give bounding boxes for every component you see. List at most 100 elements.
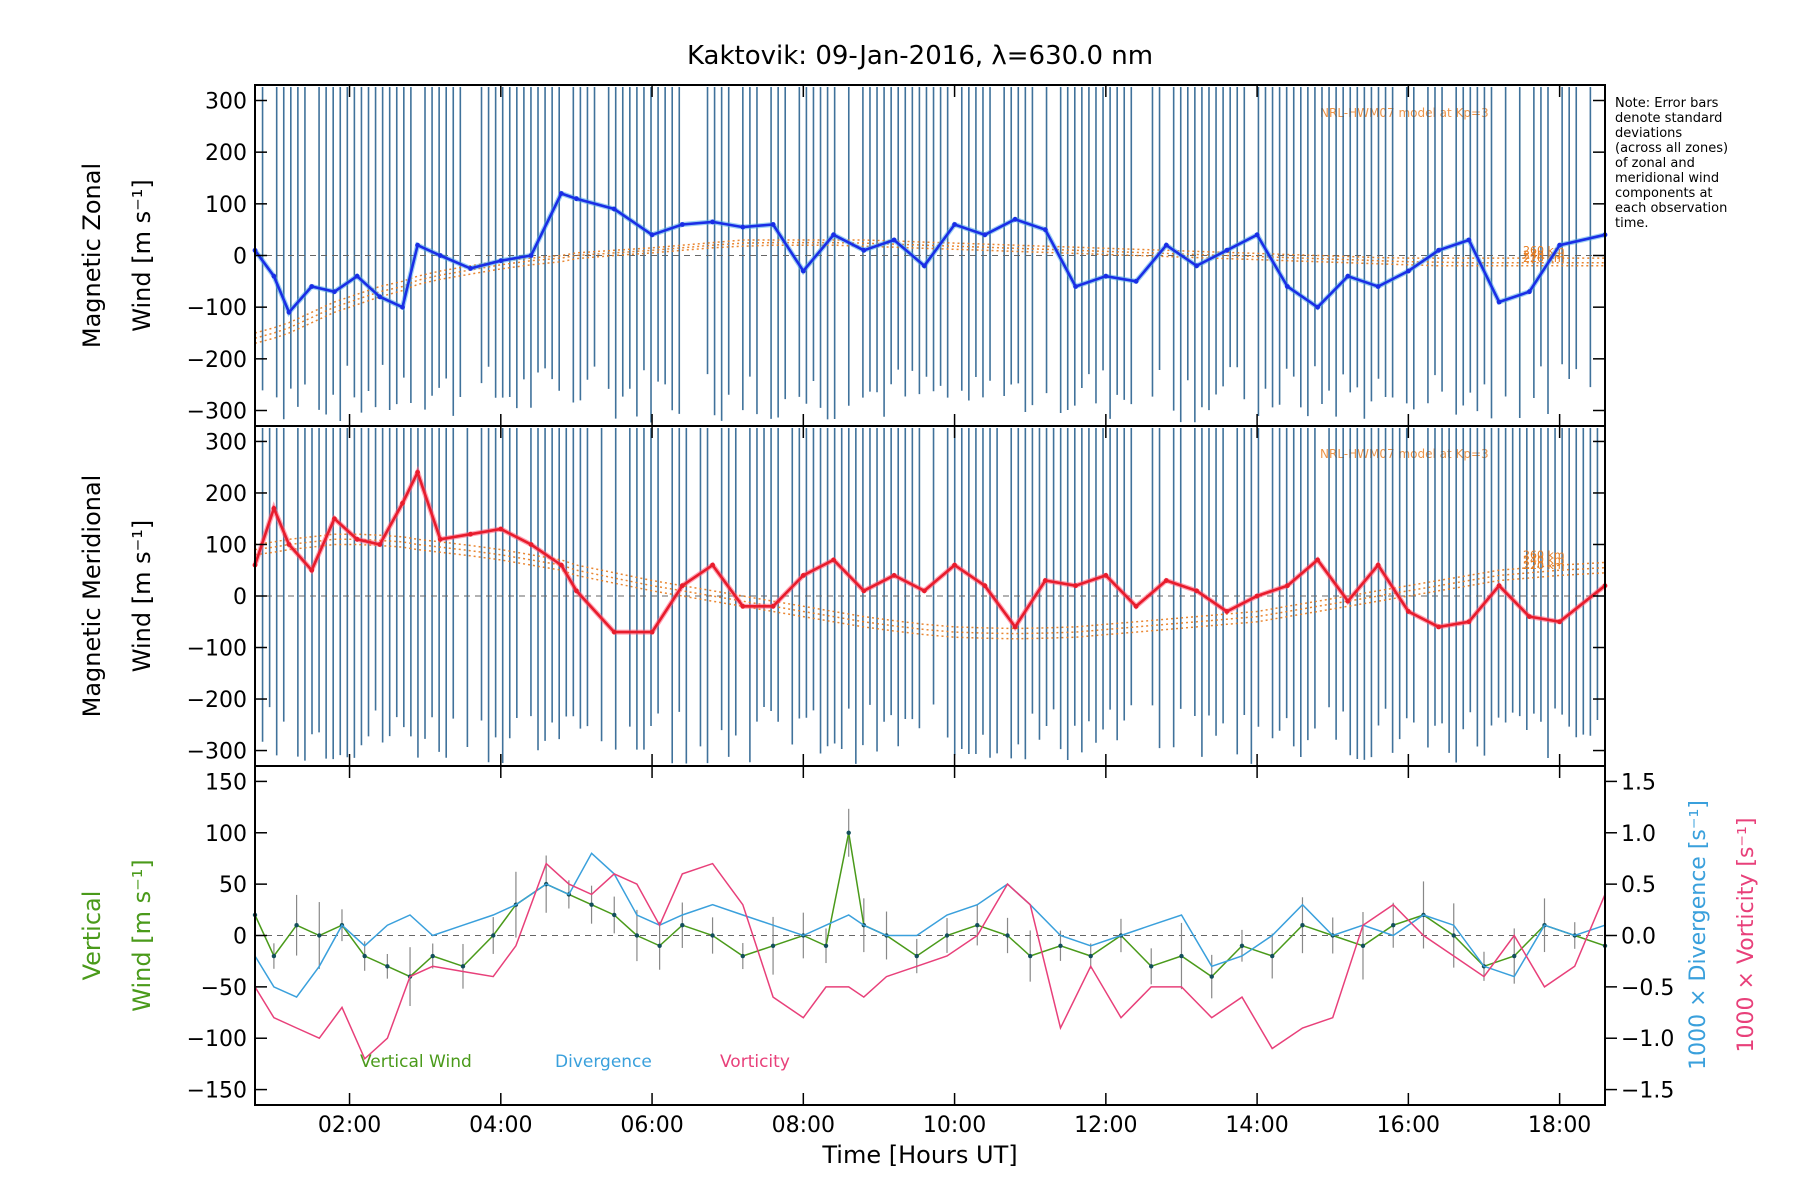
data-point — [649, 232, 655, 238]
y-axis-label-line-1: Magnetic Meridional — [78, 475, 106, 718]
data-point — [1557, 619, 1563, 625]
note-line-6: meridional wind — [1615, 171, 1719, 186]
model-curve-240km — [254, 538, 1606, 635]
y-axis-label-line-2: Wind [m s⁻¹] — [128, 179, 156, 331]
vertical-data-point — [1058, 943, 1063, 948]
data-point — [952, 562, 957, 568]
data-point — [770, 222, 776, 227]
data-point — [1284, 284, 1290, 289]
vertical-data-point — [294, 923, 299, 928]
y-tick-label: 300 — [205, 430, 247, 455]
data-point — [498, 526, 504, 532]
vertical-data-point — [740, 953, 746, 959]
vertical-data-point — [1391, 923, 1396, 928]
vertical-data-point — [1360, 943, 1366, 948]
vertical-error-bars — [254, 808, 1606, 1007]
vertical-data-point — [1209, 974, 1214, 979]
data-point — [558, 191, 564, 196]
data-point — [1466, 619, 1472, 625]
data-point — [437, 253, 443, 258]
model-curve-260km — [254, 533, 1606, 630]
series-line-shadow — [252, 465, 1607, 635]
data-point — [309, 567, 315, 573]
data-point — [1436, 624, 1442, 630]
vertical-data-point — [1512, 953, 1517, 959]
data-point — [1526, 614, 1532, 620]
right-tick-label: −0.5 — [1621, 976, 1674, 1001]
x-tick-label: 10:00 — [923, 1113, 986, 1138]
data-point — [1042, 578, 1048, 583]
vertical-data-point — [846, 830, 851, 835]
data-point — [377, 542, 383, 547]
series-line-meridional — [253, 468, 1606, 634]
vertical-data-point — [770, 943, 776, 948]
data-point — [286, 542, 292, 547]
y-tick-label: 150 — [205, 770, 247, 795]
x-tick-label: 12:00 — [1074, 1113, 1137, 1138]
data-point — [1466, 237, 1472, 243]
data-point — [982, 232, 988, 238]
data-point — [354, 536, 360, 542]
data-point — [710, 219, 715, 225]
data-point — [498, 258, 504, 264]
right-tick-label: 0.5 — [1621, 873, 1656, 898]
vertical-data-point — [1005, 933, 1010, 938]
data-point — [800, 268, 806, 274]
vertical-data-point — [680, 923, 685, 928]
model-altitude-label: 260 km — [1523, 549, 1565, 562]
data-point — [468, 266, 473, 271]
y-tick-label: −300 — [187, 400, 247, 425]
data-point — [400, 500, 405, 506]
data-point — [861, 247, 867, 253]
legend-vorticity: Vorticity — [720, 1052, 790, 1072]
panel-vertical: Vertical Wind Divergence Vorticity 1.5 1.0 0.… — [78, 765, 1759, 1138]
right-axis-label-divergence: 1000 × Divergence [s⁻¹] — [1686, 800, 1711, 1070]
data-point — [271, 273, 277, 279]
data-point — [740, 603, 746, 609]
data-point — [1496, 583, 1502, 589]
model-altitude-label: 240 km — [1523, 554, 1565, 567]
x-tick-label: 04:00 — [469, 1113, 532, 1138]
y-tick-label: −200 — [187, 348, 247, 373]
vertical-data-point — [430, 953, 435, 959]
x-tick-label: 02:00 — [318, 1113, 381, 1138]
data-point — [952, 222, 957, 227]
data-point — [1073, 284, 1078, 289]
series-line-divergence — [254, 852, 1606, 999]
data-point — [649, 629, 655, 635]
vertical-data-point — [460, 964, 466, 969]
data-point — [831, 557, 836, 563]
data-point — [1405, 268, 1411, 274]
note-line-9: time. — [1615, 216, 1649, 231]
model-altitude-label: 220 km — [1523, 559, 1565, 572]
data-point — [679, 222, 685, 227]
vertical-data-point — [362, 953, 367, 959]
data-point — [332, 289, 337, 295]
data-point — [921, 588, 927, 594]
series-line-vorticity — [254, 862, 1606, 1061]
y-axis-label-line-2: Wind [m s⁻¹] — [128, 859, 156, 1011]
data-point — [861, 588, 867, 594]
vertical-data-point — [634, 933, 640, 938]
vertical-data-point — [1270, 953, 1275, 959]
data-point — [286, 309, 292, 315]
legend-vertical-wind: Vertical Wind — [360, 1052, 472, 1072]
vertical-data-point — [1088, 953, 1093, 959]
x-tick-label: 18:00 — [1528, 1113, 1591, 1138]
vertical-data-point — [491, 933, 496, 938]
model-curve-260km — [254, 239, 1605, 334]
data-point — [1345, 273, 1351, 279]
data-point — [740, 224, 746, 230]
data-point — [332, 516, 337, 522]
y-tick-label: 200 — [205, 482, 247, 507]
y-tick-label: 200 — [205, 141, 247, 166]
data-point — [574, 588, 579, 594]
y-tick-label: −100 — [187, 296, 247, 321]
y-tick-label: −300 — [187, 740, 247, 765]
y-tick-label: 100 — [205, 533, 247, 558]
data-point — [1194, 263, 1199, 269]
data-point — [1042, 227, 1048, 233]
y-tick-label: −200 — [187, 688, 247, 713]
data-point — [1163, 578, 1169, 583]
